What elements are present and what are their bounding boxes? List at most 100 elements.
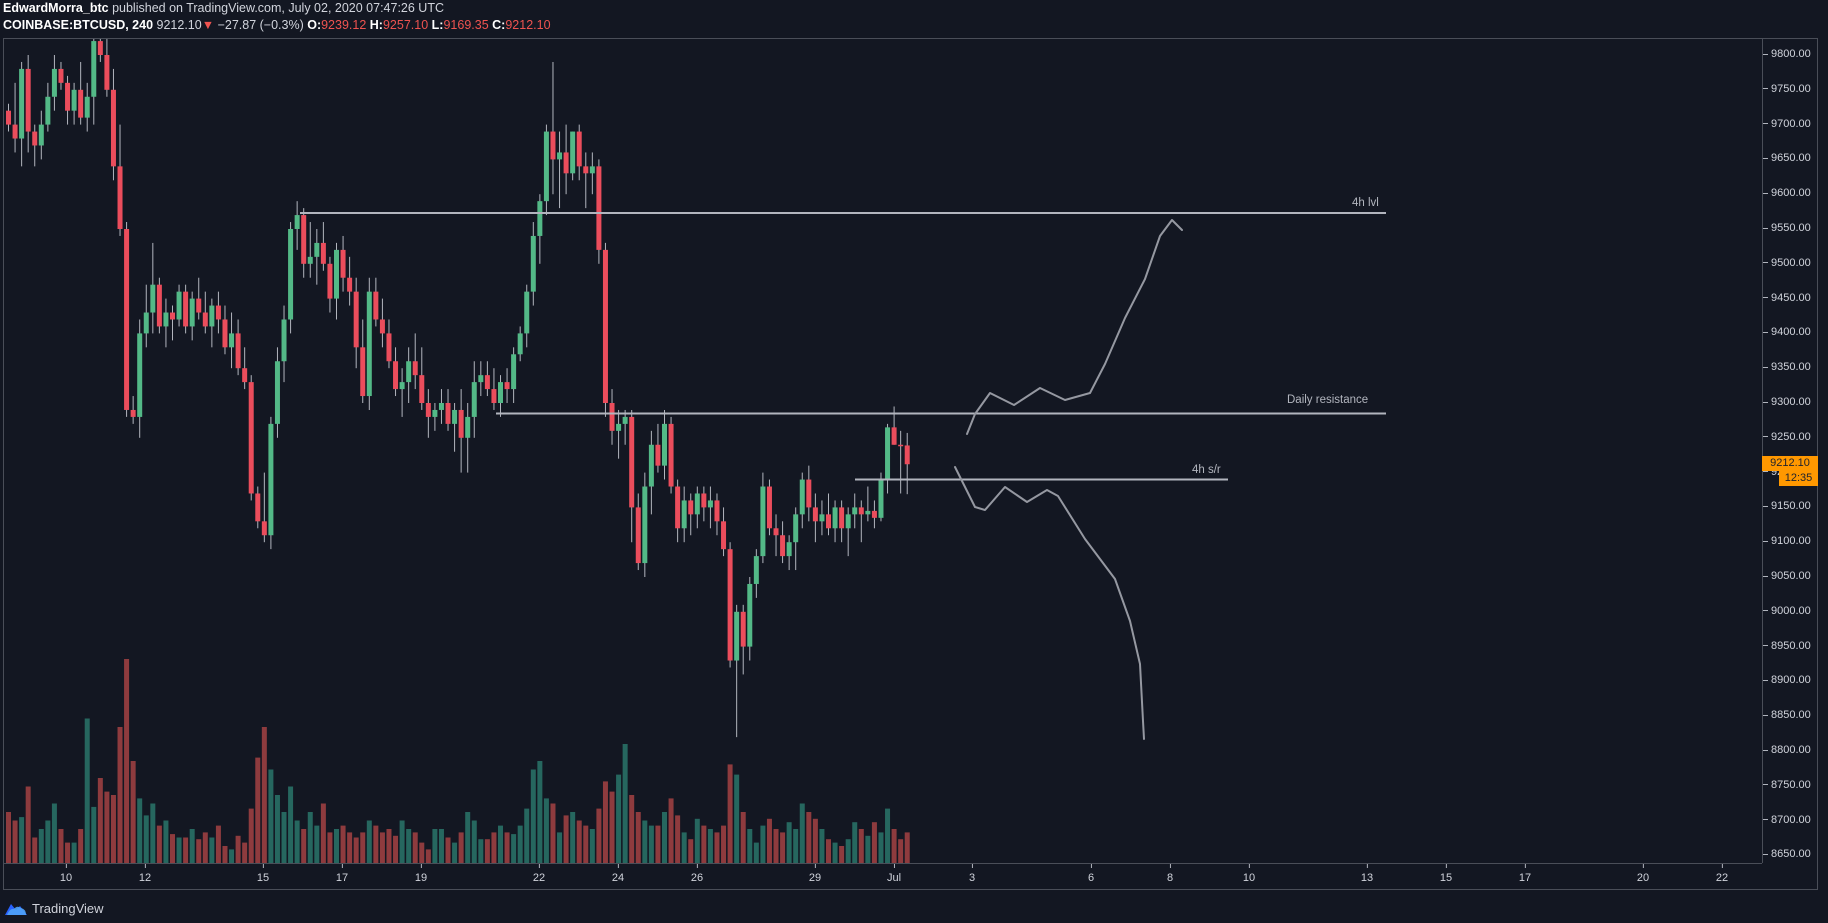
- volume-bar: [110, 795, 116, 863]
- price-tick-label: 8700.00: [1763, 814, 1811, 826]
- volume-bar: [898, 839, 904, 863]
- annotation-4h-sr[interactable]: 4h s/r: [1192, 464, 1221, 476]
- candle-body: [622, 416, 628, 424]
- time-axis[interactable]: 10 12 15 17 19 22 24 26 29 Jul 3 6 8 10 13 15 17 20 22: [4, 863, 1762, 890]
- volume-bar: [904, 832, 910, 863]
- volume-bar: [557, 832, 563, 863]
- candle-body: [852, 507, 858, 515]
- candlestick-chart: [6, 39, 1386, 863]
- volume-bar: [288, 786, 294, 863]
- price-tick-label: 9500.00: [1763, 257, 1811, 269]
- candle-body: [878, 479, 884, 518]
- candle-body: [117, 166, 123, 229]
- volume-bar: [707, 829, 713, 863]
- candle-body: [530, 235, 536, 292]
- candle-body: [45, 96, 51, 125]
- candle-body: [504, 382, 510, 390]
- candle-body: [491, 389, 497, 403]
- price-tick-label: 9000.00: [1763, 605, 1811, 617]
- volume-bar: [747, 829, 753, 863]
- volume-bar: [366, 820, 372, 863]
- candle-body: [65, 82, 71, 111]
- price-tick-label: 9050.00: [1763, 570, 1811, 582]
- candle-body: [301, 215, 307, 264]
- volume-bar: [504, 832, 510, 863]
- volume-bar: [91, 806, 97, 863]
- volume-bar: [340, 825, 346, 863]
- candle-body: [616, 423, 622, 431]
- price-tick-label: 9250.00: [1763, 431, 1811, 443]
- volume-bar: [51, 803, 57, 863]
- open-label: O:: [307, 18, 322, 32]
- candle-body: [183, 291, 189, 327]
- volume-bar: [353, 837, 359, 863]
- candle-body: [898, 444, 904, 447]
- volume-bar: [360, 832, 366, 863]
- time-tick-label: 22: [532, 864, 546, 884]
- volume-bar: [314, 825, 320, 863]
- annotation-daily-resistance[interactable]: Daily resistance: [1287, 394, 1369, 406]
- volume-bar: [32, 837, 38, 863]
- candle-body: [681, 500, 687, 529]
- symbol-label[interactable]: COINBASE:BTCUSD, 240: [3, 18, 154, 32]
- volume-bar: [478, 839, 484, 863]
- candle-body: [399, 382, 405, 390]
- candle-body: [766, 486, 772, 529]
- volume-bar: [701, 825, 707, 863]
- volume-bar: [156, 825, 162, 863]
- candle-body: [373, 291, 379, 320]
- price-change: −27.87 (−0.3%): [217, 18, 304, 32]
- volume-bar: [432, 829, 438, 863]
- time-tick-label: 20: [1636, 864, 1650, 884]
- candle-body: [602, 249, 608, 403]
- chart-plot-area[interactable]: [4, 39, 1762, 863]
- volume-bar: [12, 820, 18, 863]
- volume-bar: [281, 812, 287, 863]
- price-tick-label: 8650.00: [1763, 848, 1811, 860]
- volume-bar: [622, 744, 628, 863]
- volume-bar: [65, 842, 71, 863]
- volume-bar: [183, 837, 189, 863]
- volume-bar: [517, 825, 523, 863]
- volume-bar: [189, 829, 195, 863]
- candle-body: [662, 423, 667, 466]
- brand-label: TradingView: [32, 900, 104, 916]
- candle-body: [393, 361, 399, 390]
- candle-body: [753, 556, 759, 584]
- annotation-4h-lvl[interactable]: 4h lvl: [1352, 197, 1379, 209]
- volume-bar: [576, 820, 582, 863]
- candle-body: [268, 423, 274, 536]
- volume-bar: [570, 812, 576, 863]
- time-tick-label: 26: [690, 864, 704, 884]
- close-value: 9212.10: [505, 18, 551, 32]
- candle-body: [773, 528, 779, 536]
- volume-bar: [84, 718, 90, 863]
- candle-body: [891, 427, 897, 445]
- volume-bar: [294, 820, 300, 863]
- bar-countdown: 12:35: [1779, 471, 1818, 486]
- candle-body: [557, 152, 563, 160]
- volume-bar: [721, 825, 727, 863]
- candle-body: [314, 242, 320, 257]
- time-tick-label: 10: [1242, 864, 1256, 884]
- candle-body: [242, 368, 248, 383]
- candle-body: [255, 493, 261, 522]
- volume-bar: [773, 829, 779, 863]
- time-tick-label: 15: [256, 864, 270, 884]
- candle-body: [826, 514, 831, 529]
- candle-body: [12, 124, 18, 139]
- candle-body: [478, 375, 484, 383]
- triangle-down-icon: ▼: [201, 18, 215, 32]
- volume-bar: [589, 829, 595, 863]
- price-axis[interactable]: 9800.00 9750.00 9700.00 9650.00 9600.00 9550.…: [1762, 39, 1819, 863]
- volume-bar: [806, 812, 812, 863]
- footer-branding[interactable]: TradingView: [4, 898, 104, 918]
- candle-body: [235, 333, 241, 369]
- volume-bar: [196, 839, 202, 863]
- candle-body: [281, 319, 287, 362]
- volume-bar: [150, 803, 156, 863]
- author-name[interactable]: EdwardMorra_btc: [3, 1, 109, 15]
- volume-bar: [209, 837, 215, 863]
- candle-body: [110, 89, 116, 167]
- volume-bar: [694, 818, 700, 863]
